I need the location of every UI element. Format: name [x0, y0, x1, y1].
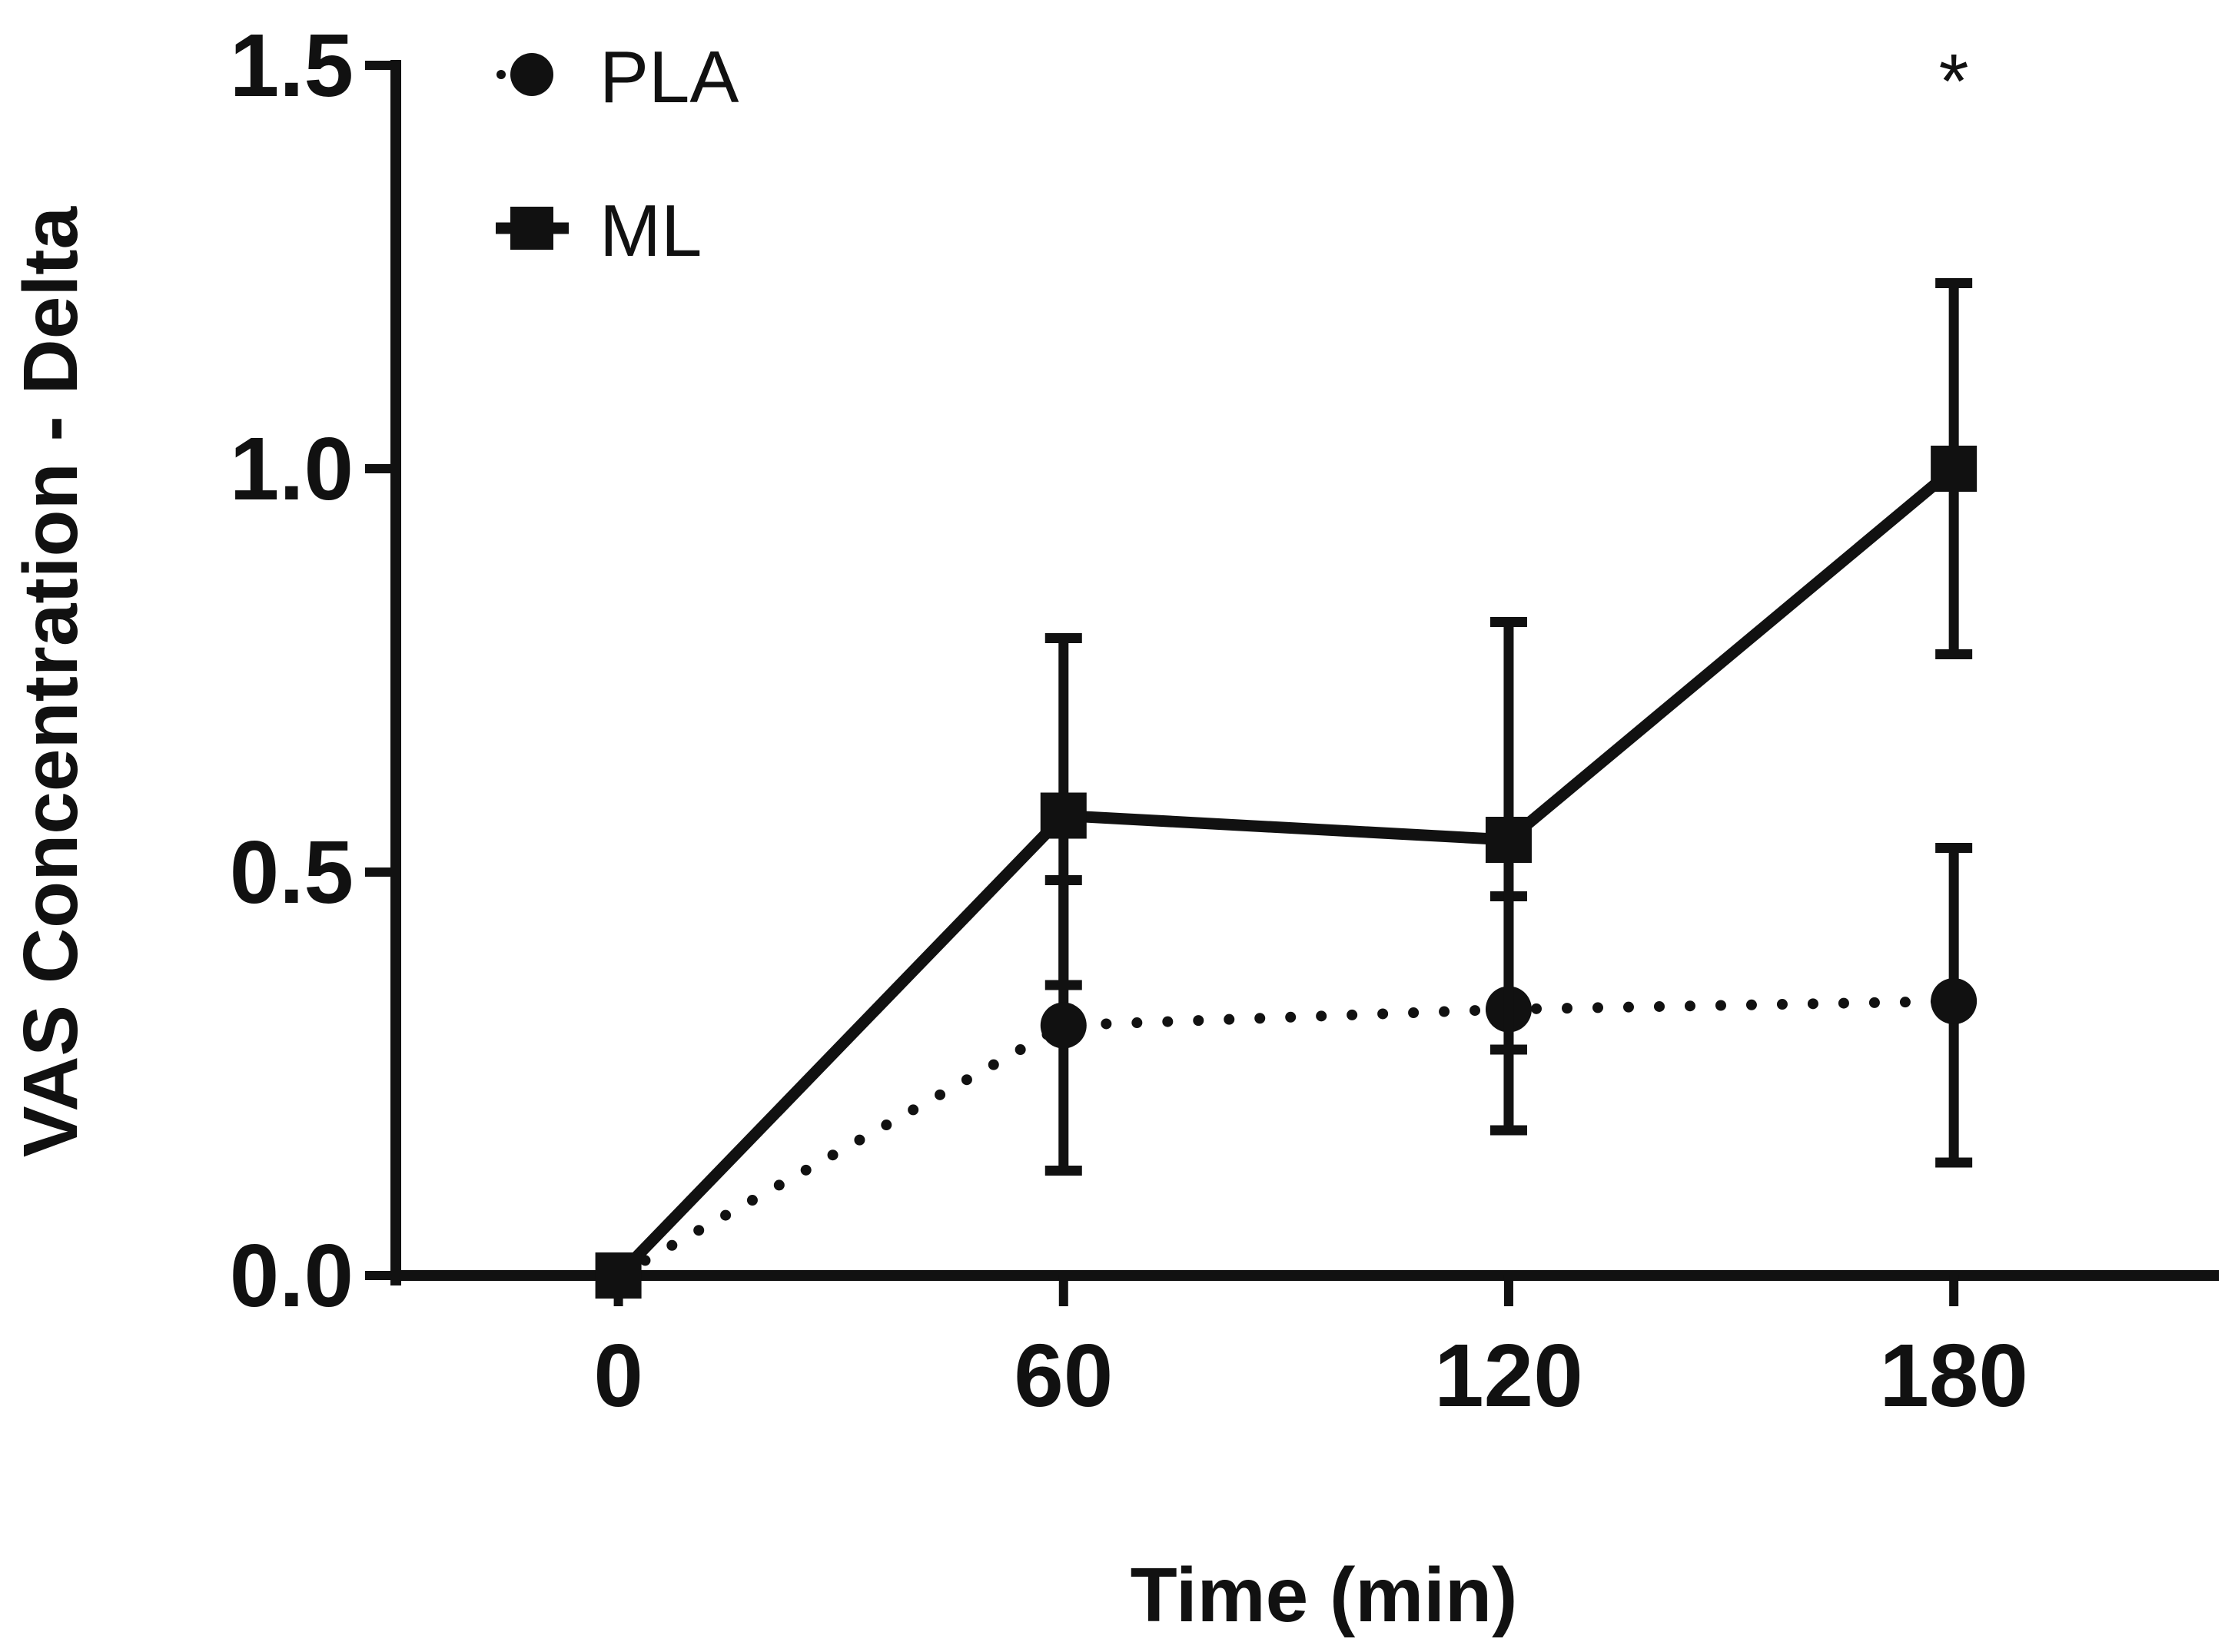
series-line-pla	[613, 996, 1960, 1281]
series-ml	[595, 278, 1978, 1299]
data-point-ml	[1931, 446, 1978, 492]
axes	[365, 60, 2219, 1306]
x-axis-title: Time (min)	[1131, 1552, 1518, 1638]
significance-asterisk: *	[1939, 38, 1969, 124]
data-point-pla	[1931, 978, 1978, 1024]
text-layer: 0.0 0.5 1.0 1.5 0 60 120 180 Time (min) VAS Conce…	[8, 15, 2028, 1638]
x-tick-label: 180	[1879, 1325, 2028, 1425]
y-tick-label: 0.5	[230, 822, 354, 922]
series-line-ml	[614, 464, 1958, 1280]
x-tick-label: 0	[593, 1325, 643, 1425]
y-axis-title: VAS Concentration - Delta	[8, 206, 94, 1158]
data-point-ml	[1040, 792, 1087, 839]
legend-marker-ml	[510, 207, 553, 250]
series-layer	[595, 278, 1978, 1299]
x-tick-label: 120	[1434, 1325, 1583, 1425]
legend-line-pla	[496, 70, 506, 79]
x-tick-label: 60	[1014, 1325, 1113, 1425]
legend-item-pla: PLA	[496, 36, 739, 118]
legend: PLA ML	[496, 36, 739, 272]
series-pla	[595, 843, 1978, 1299]
data-point-pla	[1040, 1002, 1087, 1049]
y-tick-label: 1.5	[230, 15, 354, 115]
y-tick-label: 0.0	[230, 1226, 354, 1325]
legend-item-ml: ML	[496, 190, 702, 272]
y-tick-label: 1.0	[230, 419, 354, 519]
data-point-ml	[595, 1252, 642, 1299]
legend-label-ml: ML	[599, 190, 702, 272]
legend-label-pla: PLA	[599, 36, 739, 118]
legend-marker-pla	[510, 53, 553, 96]
data-point-ml	[1485, 817, 1532, 863]
